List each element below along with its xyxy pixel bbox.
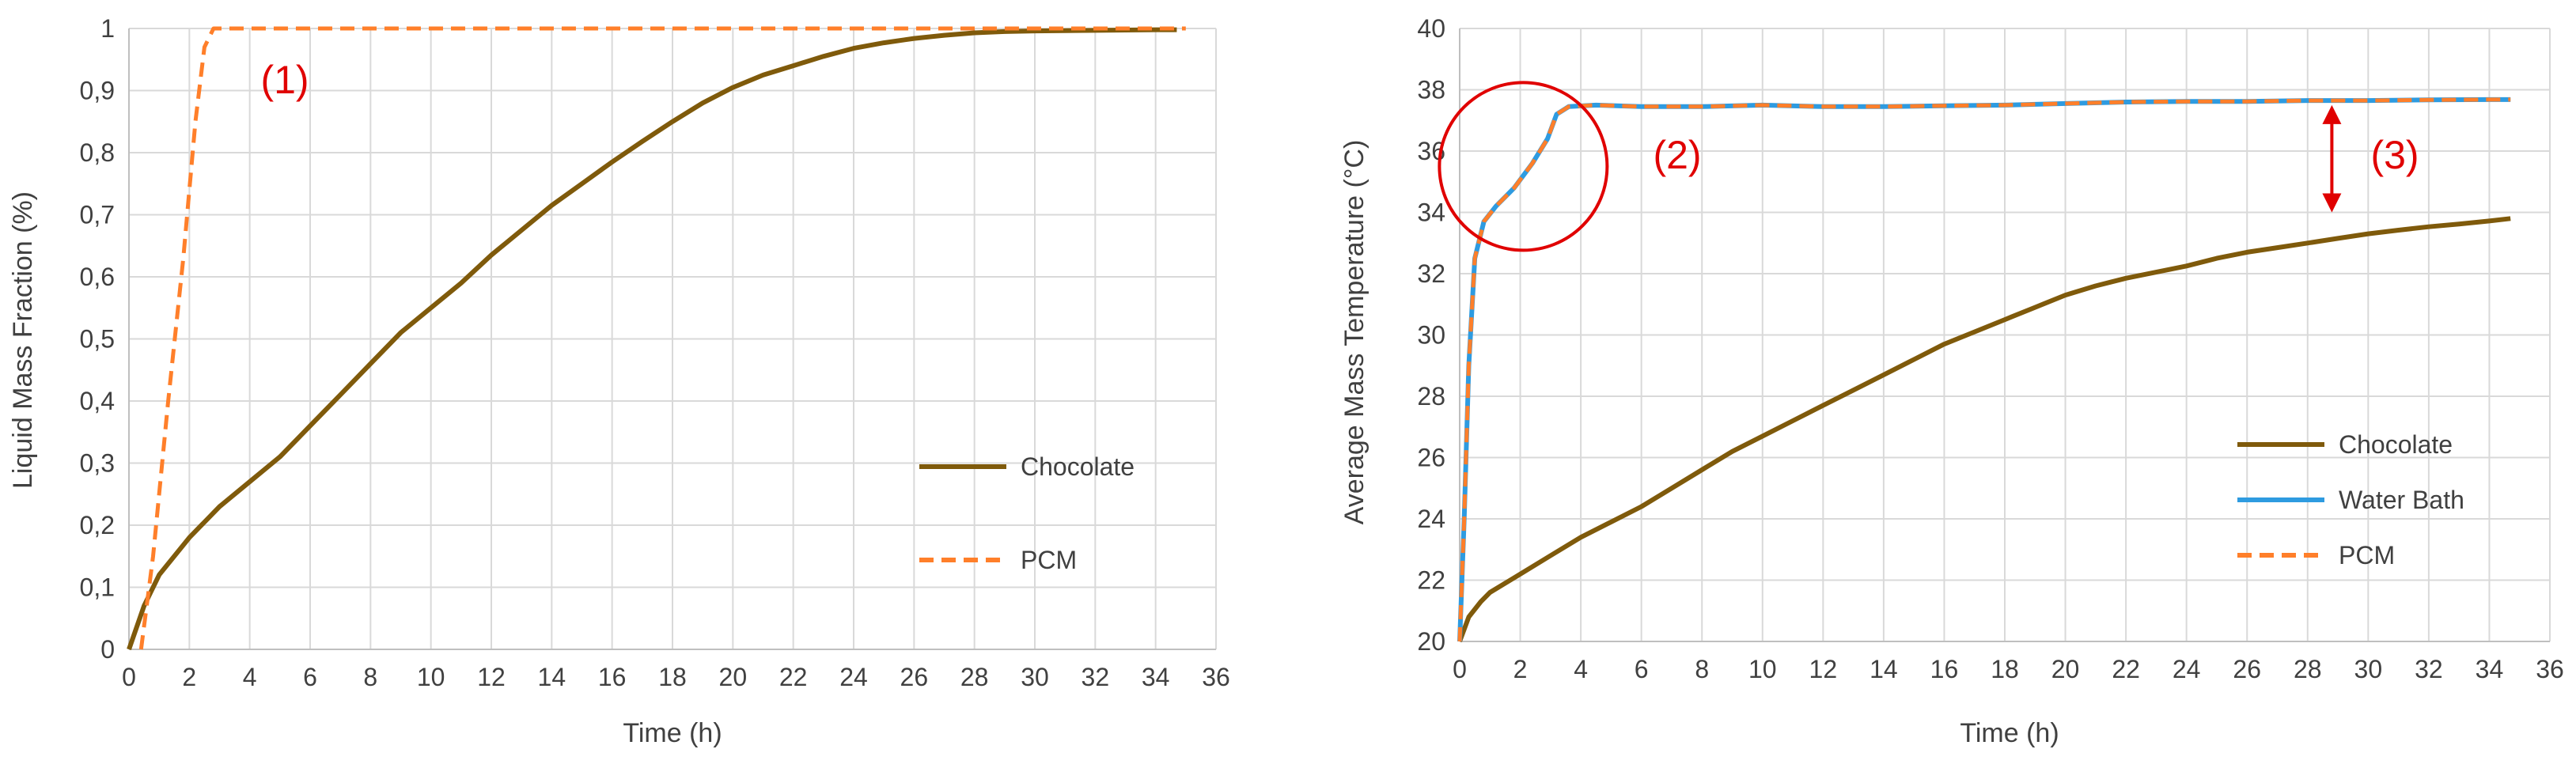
y-tick-label: 22 — [1417, 566, 1445, 595]
series-line-pcm — [138, 26, 1186, 650]
grid — [1460, 28, 2551, 641]
y-tick-label: 0,7 — [80, 201, 115, 229]
y-tick-label: 0,3 — [80, 449, 115, 478]
y-tick-label: 28 — [1417, 382, 1445, 410]
series-line-chocolate — [127, 27, 1177, 650]
ticks: 0 2 4 6 8 10 12 14 16 18 20 22 24 26 28 30 32 34 362022242… — [1417, 14, 2563, 683]
x-tick-label: 2 — [182, 663, 196, 691]
grid — [129, 28, 1217, 649]
x-tick-label: 18 — [1991, 655, 2019, 683]
x-tick-label: 0 — [122, 663, 136, 691]
x-tick-label: 14 — [538, 663, 566, 691]
y-tick-label: 1 — [100, 14, 115, 43]
annotation-label: (3) — [2370, 133, 2419, 177]
x-tick-label: 6 — [1635, 655, 1649, 683]
y-tick-label: 0,1 — [80, 573, 115, 602]
annotations: (1) — [260, 58, 309, 102]
series-line-chocolate — [1457, 216, 2511, 643]
x-tick-label: 28 — [2294, 655, 2322, 683]
y-tick-label: 26 — [1417, 444, 1445, 472]
y-axis-title: Average Mass Temperature (°C) — [1339, 140, 1369, 525]
x-tick-label: 8 — [363, 663, 377, 691]
y-tick-label: 0,9 — [80, 77, 115, 105]
legend-label-pcm: PCM — [1021, 546, 1077, 574]
x-tick-label: 2 — [1513, 655, 1528, 683]
x-tick-label: 14 — [1869, 655, 1898, 683]
legend-label-chocolate: Chocolate — [2339, 430, 2453, 459]
ticks: 0 2 4 6 8 10 12 14 16 18 20 22 24 26 28 30 32 34 3600,10,2… — [80, 14, 1230, 691]
x-tick-label: 12 — [477, 663, 506, 691]
x-tick-label: 32 — [2415, 655, 2443, 683]
axes — [1459, 28, 2550, 642]
legend: Chocolate Water Bath PCM — [2237, 430, 2464, 569]
x-tick-label: 8 — [1695, 655, 1709, 683]
x-tick-label: 30 — [1021, 663, 1049, 691]
y-tick-label: 40 — [1417, 14, 1445, 43]
x-tick-label: 24 — [839, 663, 868, 691]
y-tick-label: 34 — [1417, 199, 1445, 227]
x-axis-title: Time (h) — [623, 718, 722, 748]
x-tick-label: 30 — [2354, 655, 2383, 683]
legend-label-chocolate: Chocolate — [1021, 452, 1135, 481]
x-tick-label: 22 — [779, 663, 808, 691]
x-tick-label: 26 — [900, 663, 929, 691]
x-tick-label: 4 — [1574, 655, 1588, 683]
x-tick-label: 22 — [2112, 655, 2140, 683]
x-tick-label: 4 — [243, 663, 257, 691]
x-tick-label: 28 — [960, 663, 989, 691]
y-tick-label: 0 — [100, 635, 115, 664]
x-tick-label: 34 — [1142, 663, 1170, 691]
x-tick-label: 20 — [2051, 655, 2080, 683]
x-tick-label: 0 — [1453, 655, 1467, 683]
x-tick-label: 10 — [417, 663, 445, 691]
x-tick-label: 10 — [1748, 655, 1777, 683]
x-tick-label: 16 — [1930, 655, 1959, 683]
x-tick-label: 16 — [598, 663, 627, 691]
y-tick-label: 30 — [1417, 321, 1445, 350]
x-tick-label: 34 — [2476, 655, 2504, 683]
y-tick-label: 0,2 — [80, 511, 115, 539]
annotation-label: (1) — [260, 58, 309, 102]
annotation-arrow-head-up — [2322, 104, 2342, 124]
x-tick-label: 36 — [2536, 655, 2564, 683]
chart-liquid-mass-fraction: 0 2 4 6 8 10 12 14 16 18 20 22 24 26 28 30 32 34 3600,10,2… — [8, 14, 1230, 748]
series — [1457, 96, 2511, 643]
chart-average-mass-temperature: 0 2 4 6 8 10 12 14 16 18 20 22 24 26 28 30 32 34 362022242… — [1339, 14, 2564, 748]
x-tick-label: 32 — [1082, 663, 1110, 691]
annotation-label: (2) — [1653, 133, 1701, 177]
y-tick-label: 38 — [1417, 76, 1445, 104]
x-tick-label: 26 — [2233, 655, 2261, 683]
annotation-circle — [1438, 81, 1609, 252]
y-axis-title: Liquid Mass Fraction (%) — [8, 191, 38, 489]
legend: Chocolate PCM — [919, 452, 1135, 574]
x-tick-label: 20 — [719, 663, 748, 691]
x-tick-label: 12 — [1809, 655, 1838, 683]
x-tick-label: 24 — [2173, 655, 2201, 683]
x-tick-label: 6 — [303, 663, 317, 691]
x-axis-title: Time (h) — [1960, 718, 2059, 748]
annotation-arrow-head-down — [2322, 193, 2342, 213]
y-tick-label: 0,8 — [80, 138, 115, 167]
legend-label-water-bath: Water Bath — [2339, 486, 2464, 514]
x-tick-label: 36 — [1202, 663, 1230, 691]
y-tick-label: 0,4 — [80, 387, 115, 415]
axes — [128, 28, 1216, 650]
legend-label-pcm: PCM — [2339, 541, 2395, 569]
y-tick-label: 32 — [1417, 259, 1445, 288]
y-tick-label: 20 — [1417, 627, 1445, 656]
y-tick-label: 0,5 — [80, 325, 115, 354]
y-tick-label: 24 — [1417, 505, 1445, 533]
series — [127, 26, 1186, 650]
series-line-pcm — [1457, 97, 2511, 642]
x-tick-label: 18 — [658, 663, 687, 691]
annotations: (2) (3) — [1438, 81, 2419, 252]
y-tick-label: 0,6 — [80, 263, 115, 291]
